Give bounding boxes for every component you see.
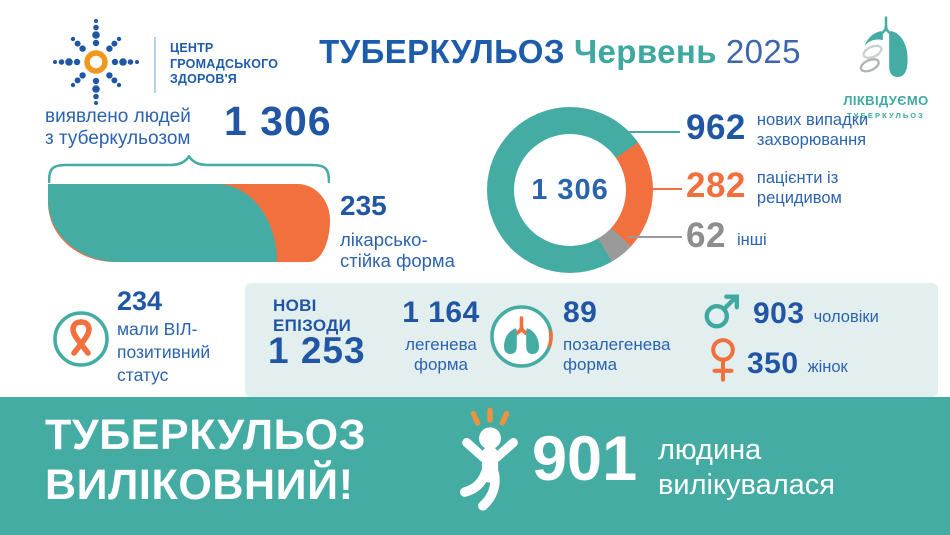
- footer-headline-line2: ВИЛІКОВНИЙ!: [45, 461, 354, 509]
- legend-value-new-cases: 962: [686, 108, 746, 147]
- male-icon: [701, 290, 745, 337]
- bar-segment-total: [48, 184, 277, 262]
- extrapulmonary-value: 89: [563, 296, 598, 329]
- hiv-ribbon-icon: [52, 310, 110, 373]
- footer-headline-line1: ТУБЕРКУЛЬОЗ: [45, 411, 367, 459]
- org-logo-line3: ЗДОРОВ'Я: [170, 72, 237, 87]
- leader-line-relapse: [640, 188, 682, 190]
- resistant-label-line2: стійка форма: [340, 250, 455, 271]
- pulmonary-value: 1 164: [402, 296, 480, 329]
- page-title: ТУБЕРКУЛЬОЗ Червень 2025: [300, 33, 820, 71]
- pulmonary-label: легенева форма: [389, 335, 493, 375]
- episodes-label-line1: НОВІ: [273, 296, 317, 315]
- donut-center-value: 1 306: [514, 134, 626, 246]
- detected-total-value: 1 306: [224, 98, 332, 144]
- detected-label: виявлено людей з туберкульозом: [45, 106, 191, 149]
- hiv-label-line3: статус: [117, 365, 169, 385]
- cured-label: людина вилікувалася: [658, 433, 835, 503]
- legend-item-relapse: 282 пацієнти із рецидивом: [686, 168, 877, 208]
- extrapulmonary-label-line2: форма: [563, 355, 618, 374]
- women-stat: 350 жінок: [707, 336, 848, 391]
- episodes-panel: НОВІ ЕПІЗОДИ 1 253 1 164 легенева форма: [245, 283, 938, 397]
- legend-label-relapse: пацієнти із рецидивом: [756, 169, 842, 207]
- hiv-label-line2: позитивний: [117, 342, 211, 362]
- legend-value-relapse: 282: [686, 166, 746, 205]
- extrapulmonary-block: 89 позалегенева форма: [563, 296, 671, 375]
- org-logo-line2: ГРОМАДСЬКОГО: [170, 56, 279, 71]
- episodes-label-line2: ЕПІЗОДИ: [273, 315, 352, 335]
- title-disease: ТУБЕРКУЛЬОЗ: [319, 33, 565, 70]
- footer-band: ТУБЕРКУЛЬОЗ ВИЛІКОВНИЙ!: [0, 397, 950, 535]
- legend-value-other: 62: [686, 216, 726, 255]
- jumping-person-icon: [450, 405, 530, 528]
- hiv-label: мали ВІЛ- позитивний статус: [117, 318, 210, 387]
- cured-label-line1: людина: [658, 434, 762, 466]
- resistant-block: 235 лікарсько- стійка форма: [340, 190, 455, 271]
- men-label: чоловіки: [813, 308, 879, 326]
- extrapulmonary-label-line1: позалегенева: [563, 335, 671, 354]
- lungs-logo-icon: [853, 16, 919, 90]
- cured-label-line2: вилікувалася: [658, 469, 835, 501]
- episodes-label: НОВІ ЕПІЗОДИ: [273, 296, 351, 335]
- pulmonary-block: 1 164 легенева форма: [389, 296, 493, 375]
- title-month: Червень: [573, 33, 717, 70]
- org-logo-line1: ЦЕНТР: [170, 41, 214, 56]
- campaign-line1: ЛІКВІДУЄМО: [843, 93, 929, 108]
- title-year: 2025: [725, 33, 801, 70]
- resistant-label: лікарсько- стійка форма: [340, 229, 455, 271]
- pulmonary-label-line2: форма: [413, 355, 469, 374]
- resistant-label-line1: лікарсько-: [340, 229, 428, 250]
- hiv-label-line1: мали ВІЛ-: [117, 319, 198, 339]
- detected-proportion-bar: [48, 184, 330, 262]
- campaign-line2: ТУБЕРКУЛЬОЗ: [847, 111, 925, 120]
- leader-line-other: [628, 236, 682, 238]
- resistant-value: 235: [340, 190, 387, 221]
- women-label: жінок: [807, 358, 848, 376]
- lungs-icon: [489, 304, 554, 374]
- extrapulmonary-label: позалегенева форма: [563, 335, 671, 375]
- legend-label-other: інші: [736, 231, 767, 249]
- hiv-value: 234: [117, 286, 163, 316]
- legend-item-new-cases: 962 нових випадки захворювання: [686, 110, 903, 150]
- cured-value: 901: [532, 424, 638, 494]
- org-logo-text: ЦЕНТР ГРОМАДСЬКОГО ЗДОРОВ'Я: [170, 41, 278, 88]
- footer-headline: ТУБЕРКУЛЬОЗ ВИЛІКОВНИЙ!: [45, 410, 366, 510]
- detected-label-line2: з туберкульозом: [45, 127, 191, 149]
- legend-label-new-cases: нових випадки захворювання: [756, 111, 869, 149]
- female-icon: [707, 336, 739, 391]
- legend-item-other: 62 інші: [686, 218, 767, 254]
- campaign-logo: ЛІКВІДУЄМО ТУБЕРКУЛЬОЗ: [834, 14, 938, 120]
- detected-label-line1: виявлено людей: [45, 106, 191, 127]
- org-logo: ЦЕНТР ГРОМАДСЬКОГО ЗДОРОВ'Я: [50, 18, 278, 111]
- logo-divider: [154, 36, 156, 93]
- leader-line-new-cases: [612, 131, 680, 133]
- men-stat: 903 чоловіки: [701, 290, 879, 337]
- pulmonary-label-line1: легенева: [405, 335, 477, 354]
- brace-icon: [47, 154, 331, 188]
- women-value: 350: [747, 346, 799, 380]
- men-value: 903: [753, 296, 805, 330]
- donut-chart: 1 306: [487, 107, 653, 273]
- episodes-value: 1 253: [268, 330, 366, 371]
- org-logo-icon: [50, 18, 142, 111]
